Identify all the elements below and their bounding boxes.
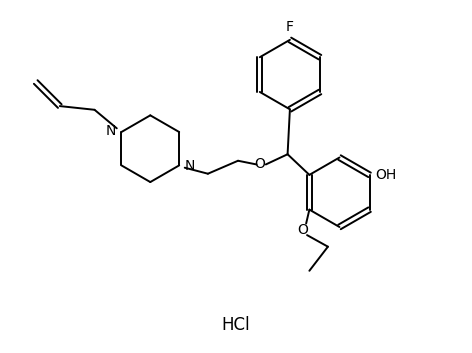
Text: N: N	[185, 159, 195, 173]
Text: O: O	[254, 157, 265, 172]
Text: OH: OH	[375, 168, 396, 182]
Text: HCl: HCl	[222, 316, 250, 334]
Text: F: F	[286, 20, 294, 34]
Text: O: O	[297, 223, 308, 238]
Text: N: N	[105, 124, 116, 138]
